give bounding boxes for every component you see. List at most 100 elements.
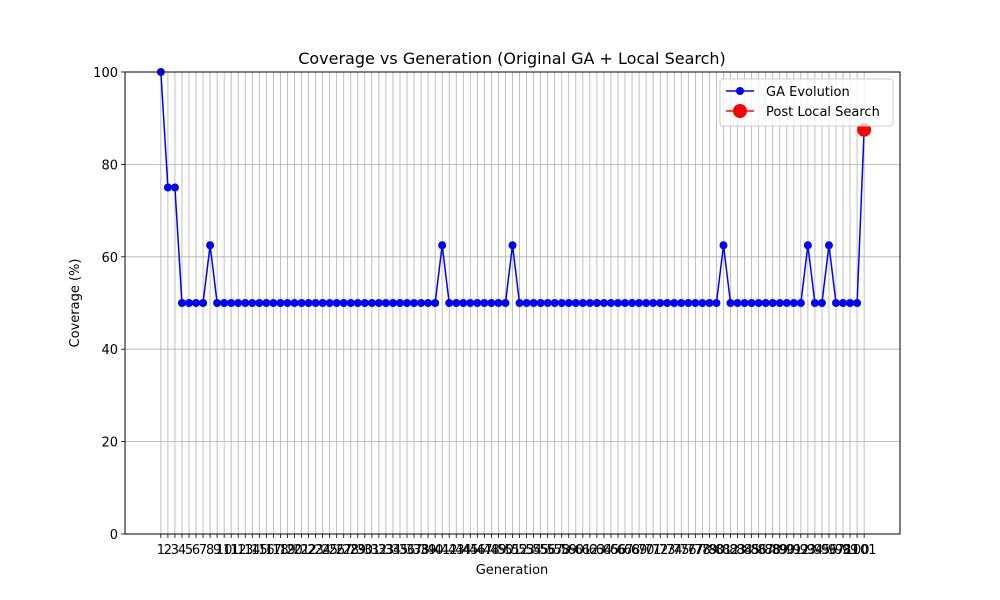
ga-point (452, 299, 461, 307)
ga-point (768, 299, 777, 307)
x-tick-label: 24 (314, 543, 331, 558)
x-tick-label: 72 (652, 543, 669, 558)
x-tick-label: 50 (497, 543, 514, 558)
x-tick-label: 91 (786, 543, 803, 558)
ga-point (536, 299, 545, 307)
x-tick-label: 53 (518, 543, 535, 558)
ga-point (564, 299, 573, 307)
x-tick-label: 20 (286, 543, 303, 558)
y-tick-label: 0 (110, 528, 118, 543)
ga-point (508, 241, 517, 250)
x-tick-label: 74 (666, 543, 683, 558)
x-tick-label: 63 (589, 543, 606, 558)
ga-point (796, 299, 805, 307)
x-tick-label: 7 (199, 543, 207, 558)
x-tick-label: 25 (321, 543, 338, 558)
x-tick-label: 27 (335, 543, 352, 558)
ga-point (248, 299, 257, 307)
ga-point (747, 299, 756, 307)
x-tick-label: 19 (279, 543, 296, 558)
legend-marker-ga (736, 87, 744, 95)
ga-point (810, 299, 819, 307)
x-tick-label: 59 (560, 543, 577, 558)
ga-point (705, 299, 714, 307)
ga-point (388, 299, 397, 307)
ga-point (670, 299, 679, 307)
x-tick-label: 96 (821, 543, 838, 558)
ga-point (677, 299, 686, 307)
x-tick-label: 75 (673, 543, 690, 558)
ga-point (803, 241, 812, 250)
ga-point (824, 241, 833, 250)
ga-point (424, 299, 433, 307)
x-tick-label: 32 (371, 543, 388, 558)
x-tick-label: 60 (568, 543, 585, 558)
ga-point (445, 299, 454, 307)
ga-point (585, 299, 594, 307)
ga-point (269, 299, 278, 307)
x-tick-label: 34 (385, 543, 402, 558)
ga-point (712, 299, 721, 307)
x-tick-label: 30 (357, 543, 374, 558)
x-tick-label: 39 (420, 543, 437, 558)
ga-point (853, 299, 862, 307)
ga-point (206, 241, 215, 250)
x-tick-label: 29 (350, 543, 367, 558)
ga-point (487, 299, 496, 307)
x-tick-label: 48 (483, 543, 500, 558)
x-tick-label: 31 (364, 543, 381, 558)
x-tick-label: 92 (793, 543, 810, 558)
x-tick-label: 26 (328, 543, 345, 558)
legend-label-ga: GA Evolution (766, 85, 850, 100)
x-tick-label: 57 (546, 543, 563, 558)
x-tick-label: 33 (378, 543, 395, 558)
ga-point (557, 299, 566, 307)
y-tick-label: 80 (101, 158, 118, 173)
x-tick-label: 95 (814, 543, 831, 558)
x-tick-label: 99 (842, 543, 859, 558)
x-tick-label: 88 (764, 543, 781, 558)
x-tick-label: 4 (178, 543, 186, 558)
ga-point (374, 299, 383, 307)
x-tick-label: 41 (434, 543, 451, 558)
ga-point (599, 299, 608, 307)
ga-point (656, 299, 665, 307)
x-tick-label: 67 (617, 543, 634, 558)
ga-point (177, 299, 186, 307)
ga-point (304, 299, 313, 307)
ga-point (761, 299, 770, 307)
ga-point (719, 241, 728, 250)
ga-point (311, 299, 320, 307)
x-tick-label: 68 (624, 543, 641, 558)
ga-point (410, 299, 419, 307)
ga-point (543, 299, 552, 307)
x-tick-label: 37 (406, 543, 423, 558)
x-tick-label: 78 (694, 543, 711, 558)
ga-point (754, 299, 763, 307)
ga-point (733, 299, 742, 307)
ga-point (332, 299, 341, 307)
legend-marker-local (733, 104, 747, 118)
ga-point (318, 299, 327, 307)
x-tick-label: 83 (729, 543, 746, 558)
x-tick-label: 73 (659, 543, 676, 558)
x-tick-label: 40 (427, 543, 444, 558)
x-tick-label: 2 (164, 543, 172, 558)
ga-point (515, 299, 524, 307)
x-tick-label: 14 (244, 543, 261, 558)
x-tick-label: 10 (216, 543, 233, 558)
ga-point (466, 299, 475, 307)
ga-point (360, 299, 369, 307)
y-axis-label: Coverage (%) (68, 259, 83, 348)
x-tick-label: 81 (715, 543, 732, 558)
x-tick-label: 80 (708, 543, 725, 558)
x-tick-label: 35 (392, 543, 409, 558)
x-tick-label: 18 (272, 543, 289, 558)
x-tick-label: 15 (251, 543, 268, 558)
ga-point (255, 299, 264, 307)
ga-point (241, 299, 250, 307)
ga-point (184, 299, 193, 307)
ga-point (339, 299, 348, 307)
x-tick-label: 21 (293, 543, 310, 558)
